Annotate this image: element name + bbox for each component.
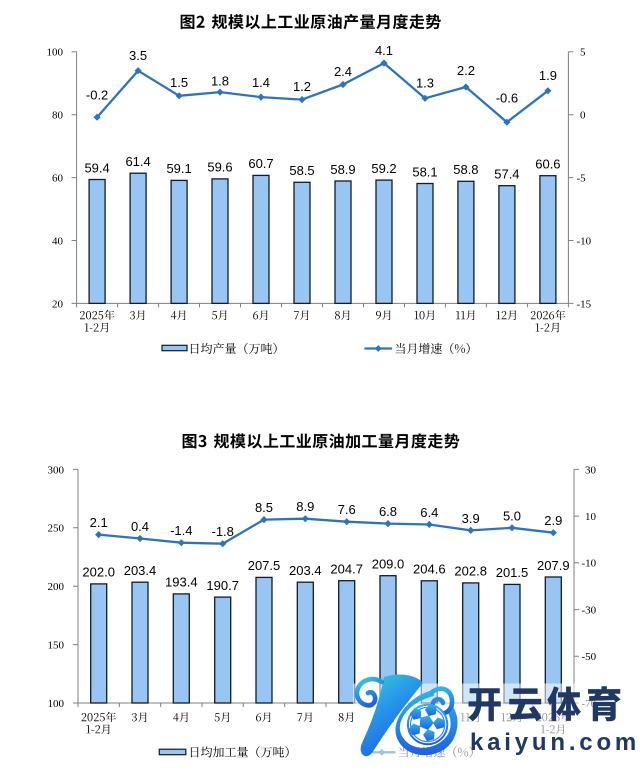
svg-text:1.8: 1.8 bbox=[211, 74, 229, 89]
svg-text:8.9: 8.9 bbox=[296, 499, 314, 514]
svg-text:-10: -10 bbox=[582, 558, 597, 570]
svg-text:59.6: 59.6 bbox=[207, 160, 232, 175]
svg-text:200: 200 bbox=[48, 581, 65, 593]
svg-text:207.5: 207.5 bbox=[248, 558, 281, 573]
svg-text:0.4: 0.4 bbox=[131, 519, 149, 534]
svg-text:-50: -50 bbox=[582, 651, 597, 663]
svg-text:20: 20 bbox=[52, 298, 64, 310]
svg-text:5.0: 5.0 bbox=[503, 508, 521, 523]
svg-text:1.4: 1.4 bbox=[252, 75, 270, 90]
svg-text:193.4: 193.4 bbox=[165, 575, 198, 590]
svg-text:204.7: 204.7 bbox=[330, 562, 363, 577]
svg-text:1.2: 1.2 bbox=[293, 79, 311, 94]
svg-text:190.7: 190.7 bbox=[206, 578, 239, 593]
svg-text:1.5: 1.5 bbox=[170, 75, 188, 90]
svg-text:-1.4: -1.4 bbox=[170, 523, 192, 538]
svg-text:kaiyun.com: kaiyun.com bbox=[470, 729, 640, 756]
svg-text:10: 10 bbox=[585, 511, 597, 523]
svg-text:203.4: 203.4 bbox=[289, 563, 322, 578]
svg-text:1.3: 1.3 bbox=[416, 76, 434, 91]
svg-text:-10: -10 bbox=[577, 235, 592, 247]
svg-text:204.6: 204.6 bbox=[413, 562, 446, 577]
svg-text:80: 80 bbox=[52, 110, 64, 122]
svg-text:100: 100 bbox=[47, 47, 64, 59]
svg-text:8.5: 8.5 bbox=[255, 500, 273, 515]
svg-text:4.1: 4.1 bbox=[375, 43, 393, 58]
svg-text:59.1: 59.1 bbox=[166, 161, 191, 176]
svg-text:58.8: 58.8 bbox=[453, 162, 478, 177]
svg-text:57.4: 57.4 bbox=[494, 167, 519, 182]
svg-text:60.7: 60.7 bbox=[248, 156, 273, 171]
svg-text:-5: -5 bbox=[577, 173, 587, 185]
svg-text:207.9: 207.9 bbox=[537, 558, 570, 573]
svg-text:3.9: 3.9 bbox=[462, 511, 480, 526]
svg-text:250: 250 bbox=[48, 523, 65, 535]
svg-text:209.0: 209.0 bbox=[372, 557, 405, 572]
svg-text:-0.6: -0.6 bbox=[496, 90, 518, 105]
svg-text:58.9: 58.9 bbox=[330, 162, 355, 177]
svg-text:-1.8: -1.8 bbox=[211, 524, 233, 539]
svg-text:-30: -30 bbox=[582, 605, 597, 617]
svg-text:6.8: 6.8 bbox=[379, 504, 397, 519]
svg-text:202.8: 202.8 bbox=[454, 564, 487, 579]
svg-text:3.5: 3.5 bbox=[129, 48, 147, 63]
svg-text:6.4: 6.4 bbox=[420, 505, 438, 520]
svg-text:61.4: 61.4 bbox=[125, 154, 150, 169]
svg-text:58.5: 58.5 bbox=[289, 163, 314, 178]
svg-text:59.4: 59.4 bbox=[84, 160, 109, 175]
svg-text:40: 40 bbox=[52, 235, 64, 247]
svg-text:100: 100 bbox=[48, 698, 65, 710]
svg-text:30: 30 bbox=[585, 464, 597, 476]
svg-text:150: 150 bbox=[48, 640, 65, 652]
svg-text:58.1: 58.1 bbox=[412, 164, 437, 179]
svg-text:59.2: 59.2 bbox=[371, 161, 396, 176]
svg-text:202.0: 202.0 bbox=[82, 565, 115, 580]
svg-text:203.4: 203.4 bbox=[124, 563, 157, 578]
svg-text:2.2: 2.2 bbox=[457, 63, 475, 78]
svg-text:300: 300 bbox=[48, 464, 65, 476]
svg-text:2.1: 2.1 bbox=[90, 515, 108, 530]
svg-text:0: 0 bbox=[580, 110, 586, 122]
svg-text:-0.2: -0.2 bbox=[86, 87, 108, 102]
svg-text:60.6: 60.6 bbox=[535, 157, 560, 172]
svg-text:-15: -15 bbox=[577, 298, 592, 310]
svg-text:5: 5 bbox=[580, 47, 586, 59]
svg-text:2.4: 2.4 bbox=[334, 64, 352, 79]
svg-text:7.6: 7.6 bbox=[338, 502, 356, 517]
svg-text:201.5: 201.5 bbox=[496, 565, 529, 580]
svg-text:60: 60 bbox=[52, 173, 64, 185]
svg-text:1.9: 1.9 bbox=[539, 68, 557, 83]
svg-text:2.9: 2.9 bbox=[544, 513, 562, 528]
